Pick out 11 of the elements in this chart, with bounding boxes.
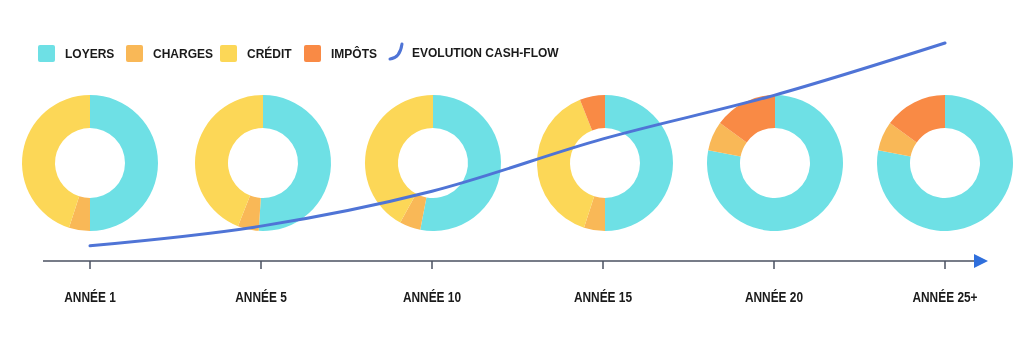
x-tick-label: ANNÉE 10 bbox=[402, 289, 462, 306]
legend-label: EVOLUTION CASH-FLOW bbox=[412, 46, 560, 60]
x-tick-label: ANNÉE 20 bbox=[744, 289, 804, 306]
x-tick-label: ANNÉE 15 bbox=[573, 289, 633, 306]
legend-label: CHARGES bbox=[153, 47, 214, 61]
x-tick-label: ANNÉE 25+ bbox=[912, 289, 978, 306]
legend-label: CRÉDIT bbox=[247, 46, 293, 61]
legend-label: LOYERS bbox=[65, 47, 115, 61]
legend-label: IMPÔTS bbox=[331, 46, 378, 61]
x-tick-label: ANNÉE 1 bbox=[64, 289, 116, 306]
x-tick-label: ANNÉE 5 bbox=[235, 289, 287, 306]
